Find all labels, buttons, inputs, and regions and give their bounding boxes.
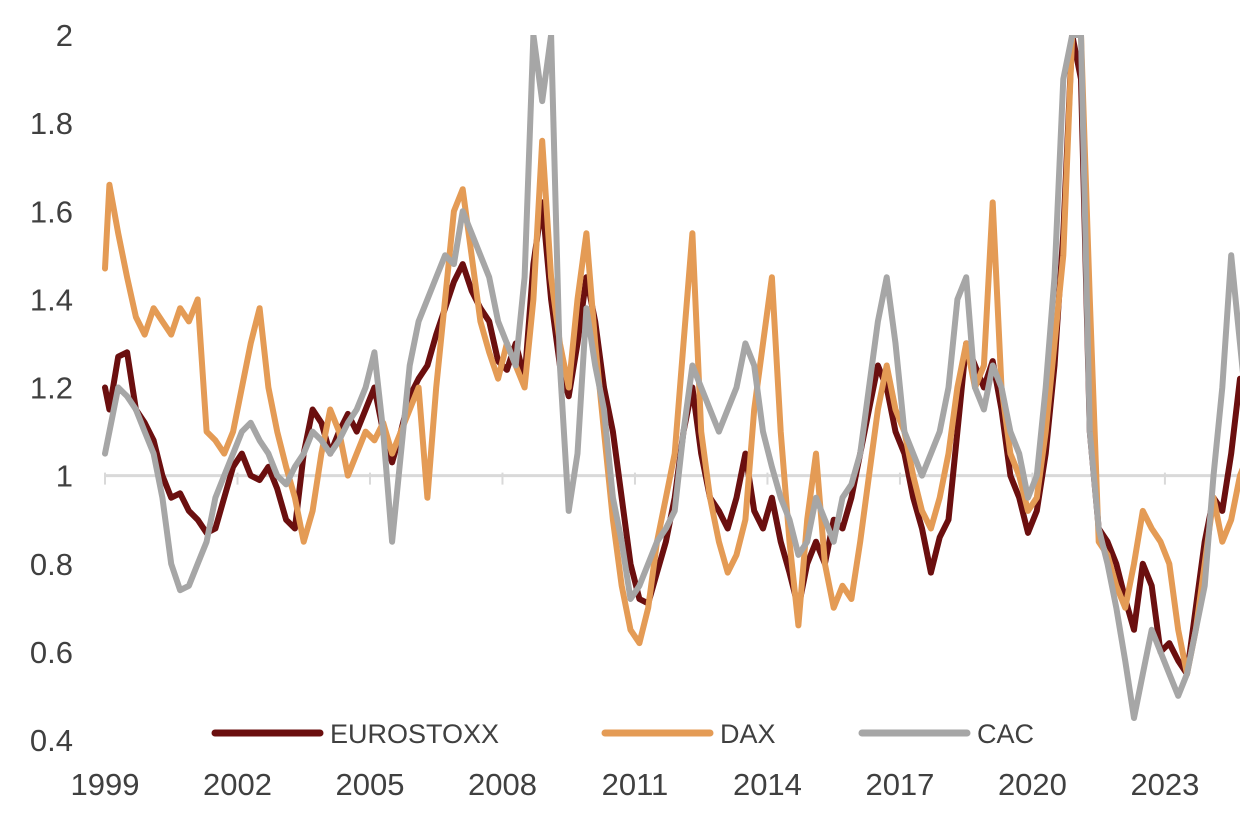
x-tick-label: 2020 xyxy=(998,767,1067,802)
y-tick-label: 1.2 xyxy=(30,371,73,406)
x-tick-label: 2011 xyxy=(602,767,669,802)
series-layer xyxy=(102,35,1240,721)
x-axis-tick-labels: 1999 2002 2005 2008 2011 2014 2017 2020 2023 xyxy=(71,767,1200,802)
x-tick-label: 2008 xyxy=(468,767,537,802)
y-tick-label: 0.6 xyxy=(30,635,73,670)
x-tick-label: 2005 xyxy=(335,767,404,802)
series-line-cac xyxy=(102,35,1240,721)
legend-label-eurostoxx: EUROSTOXX xyxy=(330,719,499,749)
y-tick-label: 1.8 xyxy=(30,106,73,141)
y-tick-label: 0.8 xyxy=(30,547,73,582)
legend: EUROSTOXX DAX CAC xyxy=(211,719,1034,749)
x-tick-label: 2017 xyxy=(865,767,934,802)
legend-label-dax: DAX xyxy=(720,719,776,749)
y-tick-label: 2 xyxy=(56,18,73,53)
y-axis-tick-labels: 0.4 0.6 0.8 1 1.2 1.4 1.6 1.8 2 xyxy=(30,18,73,758)
legend-label-cac: CAC xyxy=(977,719,1034,749)
x-tick-label: 2002 xyxy=(203,767,272,802)
x-tick-label: 2014 xyxy=(733,767,802,802)
y-tick-label: 1.6 xyxy=(30,194,73,229)
y-tick-label: 1 xyxy=(56,459,73,494)
x-tick-label: 1999 xyxy=(71,767,140,802)
y-tick-label: 0.4 xyxy=(30,723,73,758)
y-tick-label: 1.4 xyxy=(30,282,73,317)
x-tick-label: 2023 xyxy=(1130,767,1199,802)
